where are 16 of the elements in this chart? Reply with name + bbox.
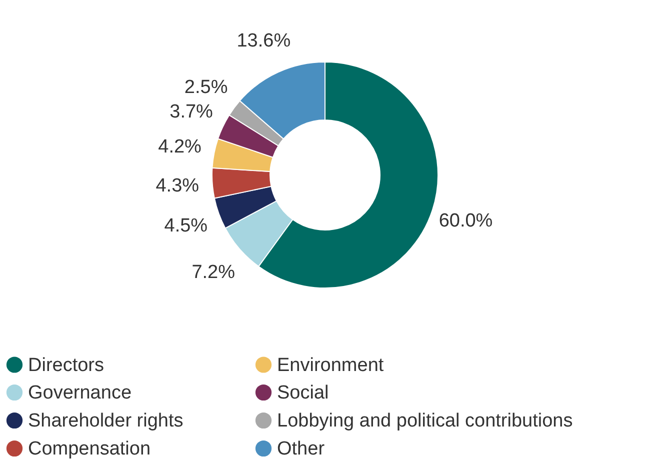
legend-label: Environment [277,354,384,376]
data-label: 4.2% [158,136,202,158]
legend-label: Social [277,382,329,404]
legend-label: Lobbying and political contributions [277,410,573,432]
data-label: 13.6% [236,30,291,52]
legend-label: Compensation [28,438,151,460]
legend-label: Directors [28,354,104,376]
data-label: 60.0% [438,210,493,232]
legend-label: Governance [28,382,132,404]
data-label: 3.7% [170,102,214,123]
data-label: 4.3% [156,176,200,197]
legend-label: Shareholder rights [28,410,184,432]
legend-label: Other [277,438,326,460]
data-label: 4.5% [164,216,208,237]
data-label: 2.5% [184,76,228,98]
data-label: 7.2% [192,262,236,284]
